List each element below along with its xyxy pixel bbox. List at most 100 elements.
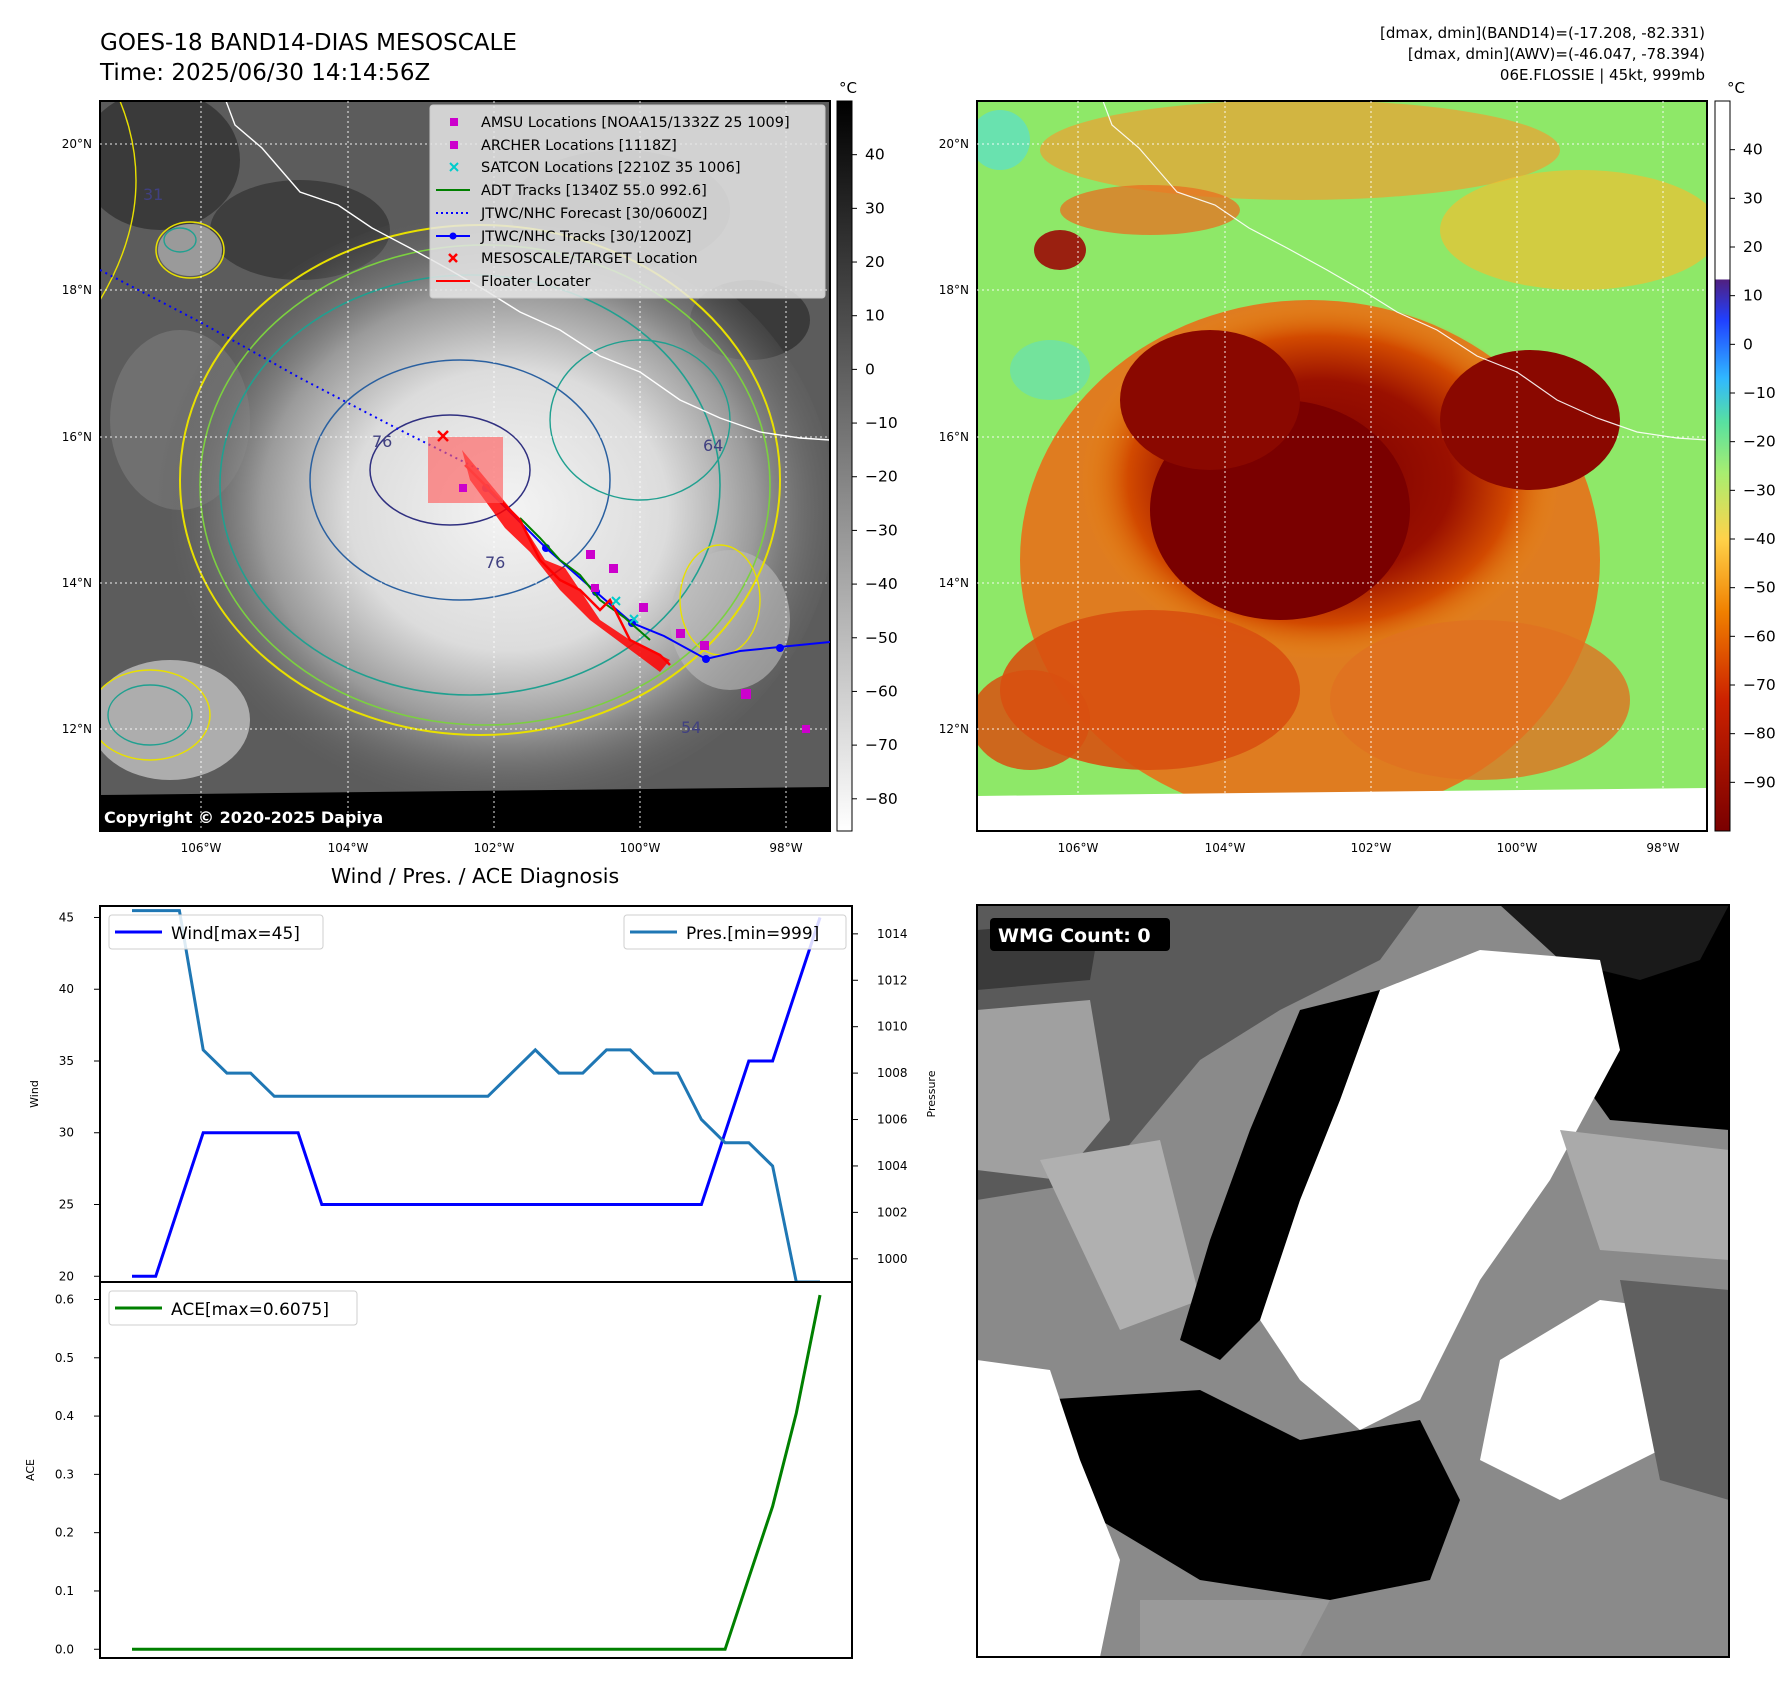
pressure-axis-tick-label: 1010 bbox=[877, 1020, 908, 1034]
lon-tick-102w: 102°W bbox=[474, 841, 515, 855]
ace-axis-tick-label: 0.3 bbox=[55, 1467, 74, 1481]
svg-text:14°N: 14°N bbox=[939, 576, 969, 590]
colorbar-right-tick-label: −20 bbox=[1743, 433, 1776, 451]
colorbar-left-tick-label: −60 bbox=[865, 682, 898, 700]
svg-text:104°W: 104°W bbox=[1205, 841, 1246, 855]
svg-text:76: 76 bbox=[485, 553, 505, 572]
wind-axis-tick-label: 45 bbox=[59, 910, 74, 924]
svg-text:64: 64 bbox=[703, 436, 723, 455]
pressure-axis-tick-label: 1012 bbox=[877, 973, 908, 987]
colorbar-right-tick-label: −60 bbox=[1743, 627, 1776, 645]
copyright: Copyright © 2020-2025 Dapiya bbox=[104, 808, 383, 827]
title-line-2: Time: 2025/06/30 14:14:56Z bbox=[99, 60, 430, 86]
colorbar-left-tick-label: 0 bbox=[865, 360, 875, 378]
svg-text:16°N: 16°N bbox=[939, 430, 969, 444]
lon-tick-100w: 100°W bbox=[620, 841, 661, 855]
lat-tick-20n: 20°N bbox=[62, 137, 92, 151]
pressure-axis-tick-label: 1008 bbox=[877, 1066, 908, 1080]
amsu-archer-points bbox=[459, 484, 810, 733]
wind-axis-tick-label: 30 bbox=[59, 1126, 74, 1140]
legend-target: MESOSCALE/TARGET Location bbox=[481, 251, 698, 267]
svg-text:106°W: 106°W bbox=[1058, 841, 1099, 855]
wind-axis-tick-label: 40 bbox=[59, 982, 74, 996]
colorbar-right-tick-label: 10 bbox=[1743, 287, 1763, 305]
colorbar-right-tick-label: 40 bbox=[1743, 141, 1763, 159]
ace-panel: ACE 0.6 0.5 0.4 0.3 0.2 0.1 0.0 ACE[max=0.6075… bbox=[24, 1281, 853, 1659]
target-marker bbox=[437, 430, 449, 442]
map-legend: AMSU Locations [NOAA15/1332Z 25 1009] AR… bbox=[429, 104, 826, 299]
info-line-3: 06E.FLOSSIE | 45kt, 999mb bbox=[1500, 66, 1705, 84]
colorbar-right-tick-label: −40 bbox=[1743, 530, 1776, 548]
colorbar-left-tick-label: −70 bbox=[865, 736, 898, 754]
wmg-count-box bbox=[990, 918, 1170, 951]
colorbar-right-unit: °C bbox=[1727, 79, 1745, 97]
lat-tick-18n: 18°N bbox=[62, 283, 92, 297]
legend-forecast: JTWC/NHC Forecast [30/0600Z] bbox=[480, 206, 707, 222]
wind-axis-tick-label: 35 bbox=[59, 1054, 74, 1068]
ace-series-line bbox=[132, 1294, 822, 1651]
awv-map-panel: 106°W 104°W 102°W 100°W 98°W 20°N 18°N 1… bbox=[939, 100, 1708, 855]
legend-archer: ARCHER Locations [1118Z] bbox=[481, 138, 677, 154]
awv-map-gridlines bbox=[977, 101, 1707, 831]
legend-x-marker-icon bbox=[449, 162, 459, 172]
pressure-axis-tick-label: 1014 bbox=[877, 927, 908, 941]
lon-tick-106w: 106°W bbox=[181, 841, 222, 855]
svg-text:18°N: 18°N bbox=[939, 283, 969, 297]
awv-map-lat-ticks: 20°N 18°N 16°N 14°N 12°N bbox=[939, 137, 969, 736]
wmg-count-label: WMG Count: 0 bbox=[998, 925, 1151, 947]
wind-series-line bbox=[132, 917, 822, 1278]
colorbar-left-tick-label: −10 bbox=[865, 414, 898, 432]
wind-legend-label: Wind[max=45] bbox=[171, 924, 300, 944]
ace-axis-tick-label: 0.1 bbox=[55, 1584, 74, 1598]
ace-axis-tick-label: 0.2 bbox=[55, 1526, 74, 1540]
colorbar-left-tick-label: −30 bbox=[865, 521, 898, 539]
colorbar-right-tick-label: −10 bbox=[1743, 384, 1776, 402]
lat-tick-12n: 12°N bbox=[62, 722, 92, 736]
svg-text:100°W: 100°W bbox=[1497, 841, 1538, 855]
colorbar-right-tick-label: −30 bbox=[1743, 481, 1776, 499]
pressure-axis-tick-label: 1002 bbox=[877, 1205, 908, 1219]
info-line-1: [dmax, dmin](BAND14)=(-17.208, -82.331) bbox=[1380, 24, 1705, 42]
legend-amsu: AMSU Locations [NOAA15/1332Z 25 1009] bbox=[481, 115, 790, 131]
ir-map-lon-ticks: 106°W 104°W 102°W 100°W 98°W bbox=[181, 841, 803, 855]
wind-legend: Wind[max=45] bbox=[108, 914, 324, 950]
satcon-points bbox=[611, 596, 639, 624]
target-box bbox=[428, 437, 503, 503]
pressure-axis-label: Pressure bbox=[925, 1070, 938, 1117]
lat-tick-14n: 14°N bbox=[62, 576, 92, 590]
ace-legend-label: ACE[max=0.6075] bbox=[171, 1300, 329, 1320]
jtwc-best-track bbox=[485, 487, 830, 661]
legend-square-marker-icon bbox=[450, 141, 458, 149]
pressure-legend: Pres.[min=999] bbox=[623, 914, 847, 950]
colorbar-right-tick-label: −70 bbox=[1743, 676, 1776, 694]
adt-track bbox=[519, 517, 651, 641]
colorbar-left: °C 40 30 20 10 0 −10 −20 −30 −40 −50 −60 −70 −80 bbox=[836, 79, 898, 832]
colorbar-left-unit: °C bbox=[839, 79, 857, 97]
ace-axis-label: ACE bbox=[24, 1459, 37, 1481]
legend-x-marker-icon bbox=[448, 253, 458, 263]
legend-square-marker-icon bbox=[450, 118, 458, 126]
colorbar-left-tick-label: 30 bbox=[865, 199, 885, 217]
ir-map-lat-ticks: 20°N 18°N 16°N 14°N 12°N bbox=[62, 137, 92, 736]
pressure-axis-tick-label: 1006 bbox=[877, 1113, 908, 1127]
colorbar-left-tick-label: 20 bbox=[865, 253, 885, 271]
colorbar-left-tick-label: −20 bbox=[865, 468, 898, 486]
svg-text:31: 31 bbox=[143, 185, 163, 204]
svg-text:76: 76 bbox=[372, 432, 392, 451]
ace-axis-tick-label: 0.0 bbox=[55, 1642, 74, 1656]
colorbar-right-tick-label: −50 bbox=[1743, 579, 1776, 597]
colorbar-left-tick-label: −40 bbox=[865, 575, 898, 593]
wind-axis-label: Wind bbox=[28, 1080, 41, 1108]
colorbar-right-tick-label: 0 bbox=[1743, 335, 1753, 353]
title-line-1: GOES-18 BAND14-DIAS MESOSCALE bbox=[100, 30, 517, 56]
ir-map-panel: 106°W 104°W 102°W 100°W 98°W 20°N 18°N 1… bbox=[62, 100, 831, 855]
colorbar-right-tick-label: −90 bbox=[1743, 773, 1776, 791]
legend-satcon: SATCON Locations [2210Z 35 1006] bbox=[481, 160, 740, 176]
pressure-legend-label: Pres.[min=999] bbox=[686, 924, 819, 944]
wmg-panel: WMG Count: 0 bbox=[976, 904, 1730, 1658]
contour-labels: 76 64 76 54 31 bbox=[143, 185, 723, 737]
svg-text:20°N: 20°N bbox=[939, 137, 969, 151]
svg-text:12°N: 12°N bbox=[939, 722, 969, 736]
colorbar-left-tick-label: 10 bbox=[865, 307, 885, 325]
